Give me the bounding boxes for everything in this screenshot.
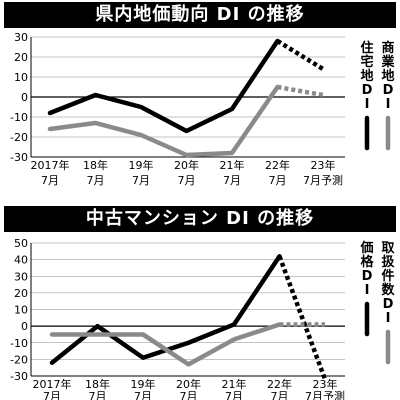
legend-char: 件 bbox=[381, 268, 394, 284]
series-line bbox=[47, 38, 280, 134]
x-tick-label: 7月 bbox=[271, 390, 289, 400]
land-price-di-panel: 県内地価動向 DI の推移 30 20 10 0 -10 -20 -30 2017年 7月 18年… bbox=[4, 2, 396, 187]
chart-title: 県内地価動向 DI の推移 bbox=[4, 2, 396, 28]
x-tick-label: 18年 bbox=[83, 158, 108, 172]
condo-di-chart: 50403020100-10-20-302017年7月18年7月19年7月20年… bbox=[10, 237, 395, 400]
x-tick-label: 19年 bbox=[129, 158, 154, 172]
legend-char: 取 bbox=[381, 241, 395, 256]
x-tick-label: 21年 bbox=[220, 158, 245, 172]
legend-char: 業 bbox=[380, 54, 395, 70]
y-tick-label: 0 bbox=[21, 320, 28, 333]
legend-char: 住 bbox=[360, 40, 373, 56]
legend-char: D bbox=[383, 83, 394, 98]
x-tick-label: 7月 bbox=[134, 390, 152, 400]
x-tick-label: 2017年 bbox=[33, 377, 72, 391]
y-tick-label: 10 bbox=[14, 71, 28, 84]
y-tick-label: -20 bbox=[10, 353, 28, 366]
legend-char: D bbox=[362, 269, 373, 284]
legend-char: 商 bbox=[381, 40, 394, 56]
chart-title: 中古マンション DI の推移 bbox=[4, 206, 396, 232]
x-tick-label: 7月 bbox=[178, 174, 196, 187]
y-tick-label: 30 bbox=[14, 31, 28, 44]
y-tick-label: -30 bbox=[10, 151, 28, 164]
x-tick-label: 7月 bbox=[87, 174, 105, 187]
x-tick-label: 7月 bbox=[269, 174, 287, 187]
x-tick-label: 7月 bbox=[132, 174, 150, 187]
series-forecast-line bbox=[276, 39, 325, 71]
series-forecast-line bbox=[277, 84, 324, 98]
y-tick-label: 20 bbox=[14, 287, 28, 300]
x-tick-label: 7月 bbox=[43, 390, 61, 400]
series-line bbox=[49, 322, 282, 367]
y-tick-label: 30 bbox=[14, 270, 28, 283]
legend-char: 地 bbox=[381, 68, 394, 84]
y-tick-label: 50 bbox=[14, 237, 28, 250]
legend-char: 数 bbox=[381, 282, 395, 298]
x-tick-label: 22年 bbox=[267, 377, 292, 391]
x-tick-label: 7月予測 bbox=[303, 173, 343, 187]
x-tick-label: 7月 bbox=[225, 390, 243, 400]
x-tick-label: 20年 bbox=[176, 377, 201, 391]
x-tick-label: 19年 bbox=[131, 377, 156, 391]
x-tick-label: 18年 bbox=[85, 377, 110, 391]
legend-char: 格 bbox=[360, 254, 374, 270]
y-tick-label: 20 bbox=[14, 51, 28, 64]
x-tick-label: 23年 bbox=[311, 158, 336, 172]
y-tick-label: -10 bbox=[10, 337, 28, 350]
x-tick-label: 22年 bbox=[265, 158, 290, 172]
x-tick-label: 2017年 bbox=[31, 158, 70, 172]
x-tick-label: 7月 bbox=[223, 174, 241, 187]
x-tick-label: 7月 bbox=[180, 390, 198, 400]
legend-char: I bbox=[365, 283, 370, 298]
legend-char: D bbox=[383, 297, 394, 312]
y-tick-label: -30 bbox=[10, 370, 28, 383]
legend-char: 扱 bbox=[381, 254, 395, 270]
x-tick-label: 20年 bbox=[174, 158, 199, 172]
legend-char: D bbox=[362, 83, 373, 98]
x-tick-label: 23年 bbox=[313, 377, 338, 391]
legend-char: I bbox=[386, 311, 391, 326]
legend-char: 地 bbox=[360, 68, 373, 84]
legend-char: I bbox=[386, 97, 391, 112]
legend-char: 宅 bbox=[360, 54, 373, 70]
legend-char: I bbox=[365, 97, 370, 112]
x-tick-label: 7月 bbox=[41, 174, 59, 187]
x-tick-label: 21年 bbox=[222, 377, 247, 391]
y-tick-label: -20 bbox=[10, 131, 28, 144]
legend-char: 価 bbox=[359, 240, 373, 256]
x-tick-label: 7月 bbox=[89, 390, 107, 400]
y-tick-label: 0 bbox=[21, 91, 28, 104]
y-tick-label: 10 bbox=[14, 304, 28, 317]
condo-di-panel: 中古マンション DI の推移 50 40 30 20 10 0 -10 -20 -30 2017年… bbox=[0, 204, 400, 400]
x-tick-label: 7月予測 bbox=[305, 389, 345, 400]
series-line bbox=[47, 84, 280, 158]
series-forecast-line bbox=[277, 255, 328, 381]
y-tick-label: -10 bbox=[10, 111, 28, 124]
y-tick-label: 40 bbox=[14, 254, 28, 267]
